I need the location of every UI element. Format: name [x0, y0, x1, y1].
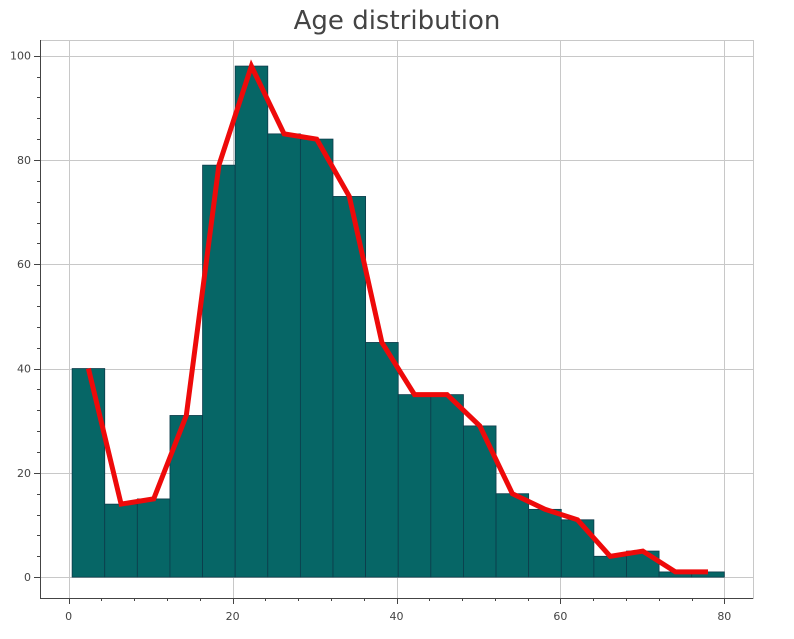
histogram-bar	[104, 503, 138, 578]
y-tick-label: 0	[24, 571, 31, 584]
histogram-bar	[691, 571, 725, 578]
histogram-bar	[593, 555, 627, 578]
frequency-polygon	[85, 59, 708, 575]
histogram-bar	[430, 394, 464, 578]
axes: 0 20 40 60 80 100 0 20 40 60 80	[10, 40, 753, 623]
histogram-bar	[332, 196, 367, 578]
x-tick-label: 60	[553, 610, 567, 623]
histogram-bar	[299, 138, 334, 578]
histogram-bar	[136, 498, 171, 578]
histogram-bars	[71, 65, 725, 578]
x-tick-label: 40	[390, 610, 404, 623]
chart-title: Age distribution	[293, 6, 501, 36]
histogram-bar	[71, 368, 106, 578]
y-tick-label: 100	[10, 50, 31, 63]
x-tick-label: 80	[717, 610, 731, 623]
histogram-bar	[365, 342, 399, 578]
x-tick-label: 20	[226, 610, 240, 623]
histogram-bar	[528, 508, 562, 578]
histogram-bar	[495, 493, 530, 578]
histogram-bar	[234, 65, 269, 578]
histogram-bar	[202, 164, 236, 578]
histogram-bar	[560, 519, 595, 578]
y-tick-label: 80	[17, 154, 31, 167]
x-tick-label: 0	[65, 610, 72, 623]
y-tick-label: 40	[17, 363, 31, 376]
y-tick-label: 60	[17, 258, 31, 271]
histogram-bar	[267, 133, 301, 578]
frequency-line	[85, 59, 708, 575]
y-tick-label: 20	[17, 467, 31, 480]
histogram-bar	[397, 394, 432, 578]
